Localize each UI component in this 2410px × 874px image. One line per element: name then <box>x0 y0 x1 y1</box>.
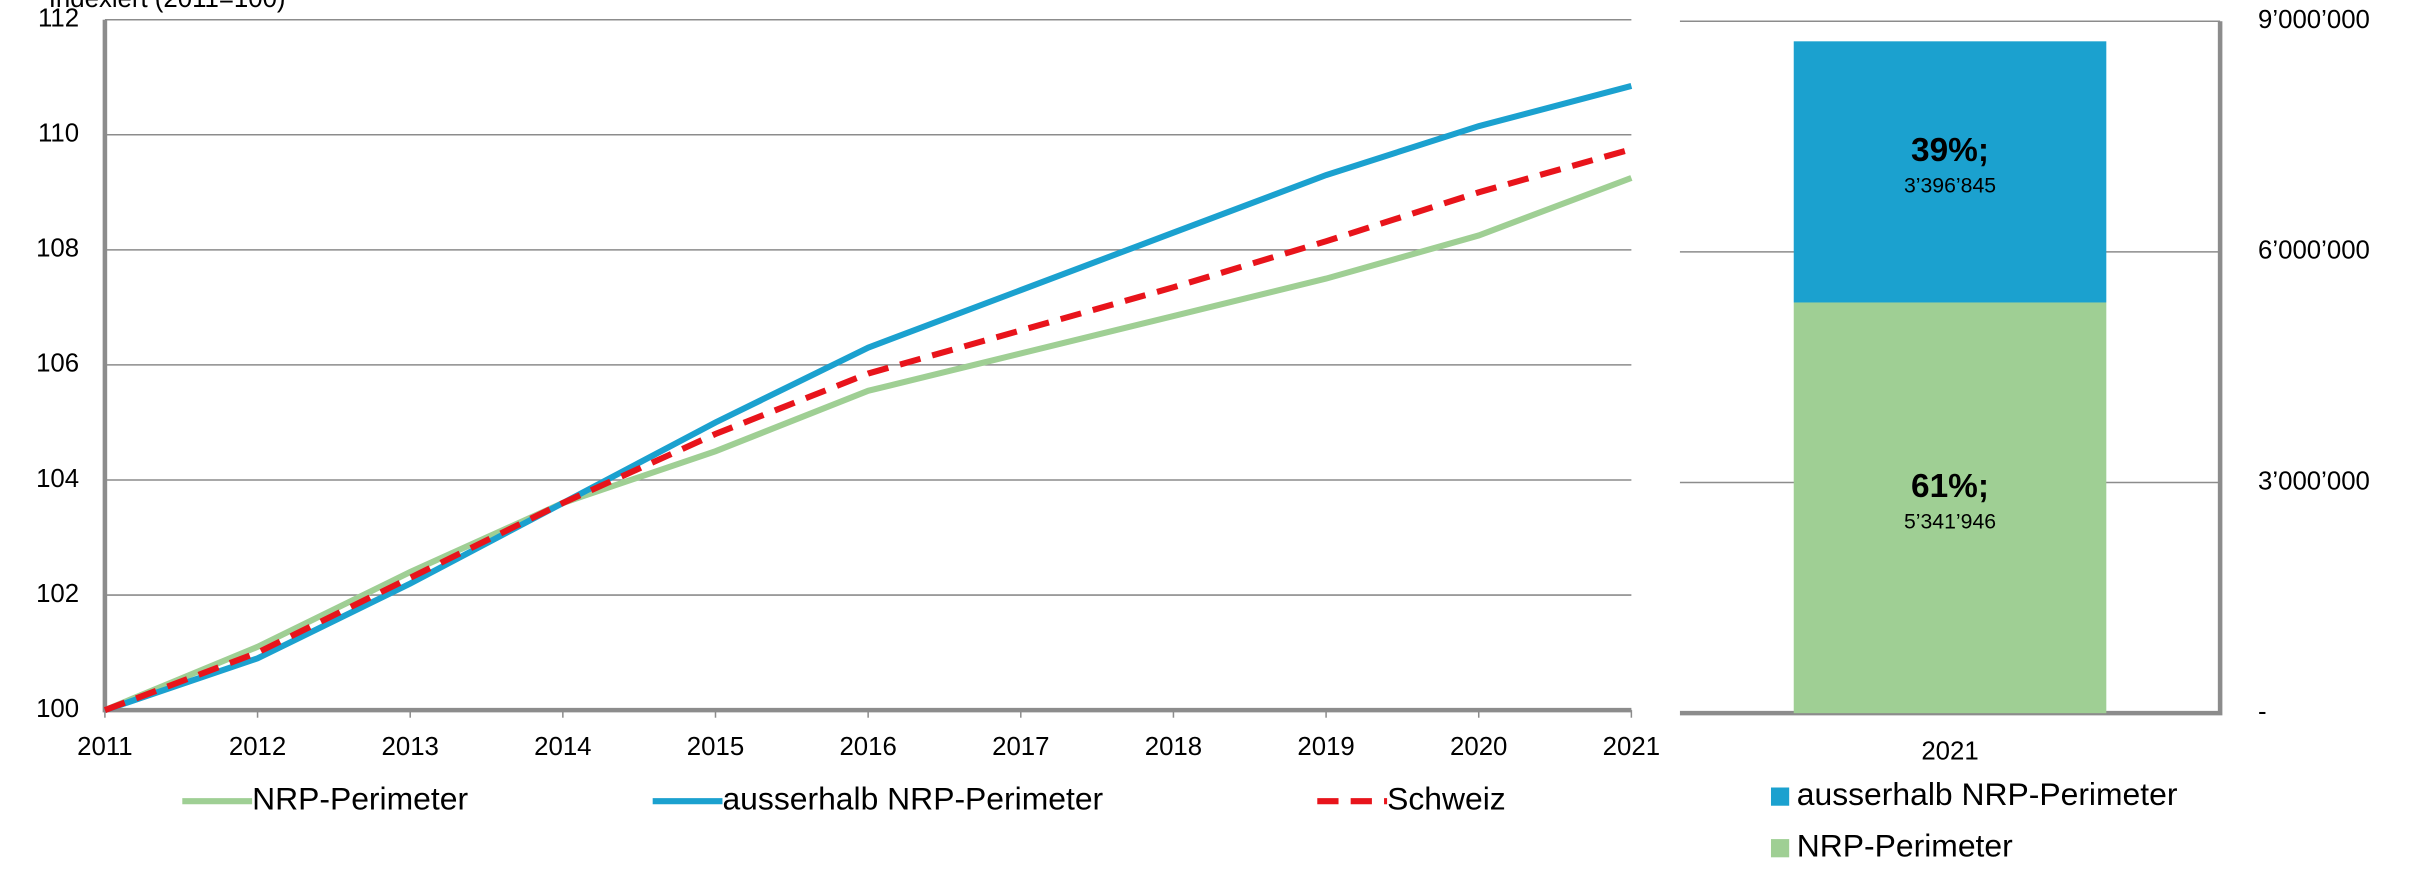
y-tick-label: 112 <box>38 5 79 33</box>
share-label: 61%; <box>1911 468 1989 505</box>
line <box>103 146 1633 713</box>
y-axis-label: Indexiert (2011=100) <box>49 0 286 13</box>
value-label: 5’341’946 <box>1904 510 1996 534</box>
y-tick-label: 106 <box>36 350 79 378</box>
y-tick-label: 104 <box>36 465 79 493</box>
line <box>103 175 1633 713</box>
bar-segment <box>1793 41 2107 303</box>
x-tick-label: 2014 <box>534 733 591 761</box>
y-tick-label: 9’000’000 <box>2258 6 2370 34</box>
line <box>103 82 1633 713</box>
y-tick-label: 110 <box>38 120 79 148</box>
x-tick-label: 2021 <box>1603 733 1660 761</box>
x-tick-label: 2016 <box>839 733 896 761</box>
y-tick-label: 108 <box>36 235 79 263</box>
x-tick-label: 2018 <box>1145 733 1202 761</box>
y-tick-label: - <box>2258 698 2267 726</box>
y-tick-label: 100 <box>36 695 79 723</box>
legend-swatch <box>1770 839 1790 858</box>
x-tick-label: 2020 <box>1450 733 1507 761</box>
x-tick-label: 2017 <box>992 733 1049 761</box>
x-tick-label: 2021 <box>1921 737 1978 765</box>
legend-label: ausserhalb NRP-Perimeter <box>722 781 1103 817</box>
legend-label: NRP-Perimeter <box>252 781 468 817</box>
share-label: 39%; <box>1911 132 1989 169</box>
x-tick-label: 2013 <box>382 733 439 761</box>
legend-swatch <box>1770 787 1790 806</box>
value-label: 3’396’845 <box>1904 174 1996 198</box>
x-tick-label: 2015 <box>687 733 744 761</box>
y-tick-label: 6’000’000 <box>2258 237 2370 265</box>
y-tick-label: 102 <box>36 580 79 608</box>
y-tick-label: 3’000’000 <box>2258 467 2370 495</box>
legend-label: ausserhalb NRP-Perimeter <box>1797 776 2178 812</box>
bar-segment <box>1793 302 2107 714</box>
x-tick-label: 2019 <box>1297 733 1354 761</box>
legend-label: NRP-Perimeter <box>1797 828 2013 864</box>
x-tick-label: 2011 <box>77 733 132 761</box>
legend-label: Schweiz <box>1387 781 1506 817</box>
x-tick-label: 2012 <box>229 733 286 761</box>
